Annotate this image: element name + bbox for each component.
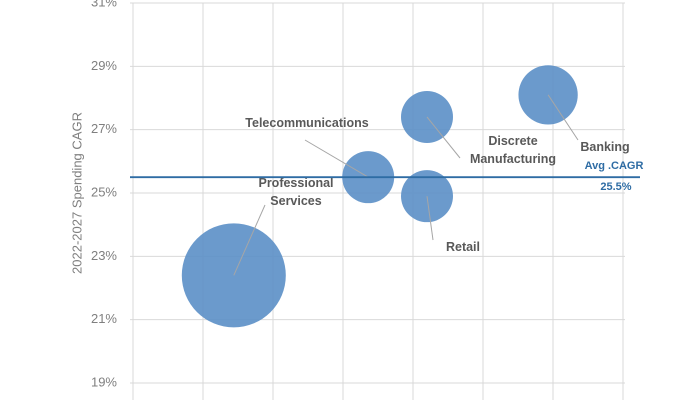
y-tick-label: 23%: [91, 248, 117, 263]
leader-line: [547, 94, 579, 141]
label-line: Professional: [258, 176, 333, 190]
label-line: Services: [270, 194, 321, 208]
bubble-label: Professional Services: [258, 176, 333, 208]
leader-line: [233, 204, 266, 276]
y-axis-title: 2022-2027 Spending CAGR: [69, 112, 84, 274]
average-value-label: 25.5%: [600, 181, 631, 193]
y-tick-label: 31%: [91, 0, 117, 9]
leader-line: [426, 196, 434, 241]
label-line: Discrete: [488, 134, 537, 148]
y-tick-label: 25%: [91, 184, 117, 199]
bubble-label: Retail: [446, 240, 480, 254]
label-line: Retail: [446, 240, 480, 254]
average-label: Avg .CAGR: [585, 160, 644, 172]
bubble-label: Discrete Manufacturing: [470, 134, 556, 166]
bubble-label: Telecommunications: [245, 116, 368, 130]
bubble-label: Banking: [580, 140, 629, 154]
leader-line: [304, 139, 369, 178]
label-line: Banking: [580, 140, 629, 154]
y-tick-label: 27%: [91, 121, 117, 136]
y-tick-label: 21%: [91, 311, 117, 326]
y-tick-label: 29%: [91, 58, 117, 73]
bubble: [181, 223, 286, 328]
y-tick-label: 19%: [91, 374, 117, 389]
leader-line: [426, 116, 461, 159]
label-line: Manufacturing: [470, 152, 556, 166]
label-line: Telecommunications: [245, 116, 368, 130]
